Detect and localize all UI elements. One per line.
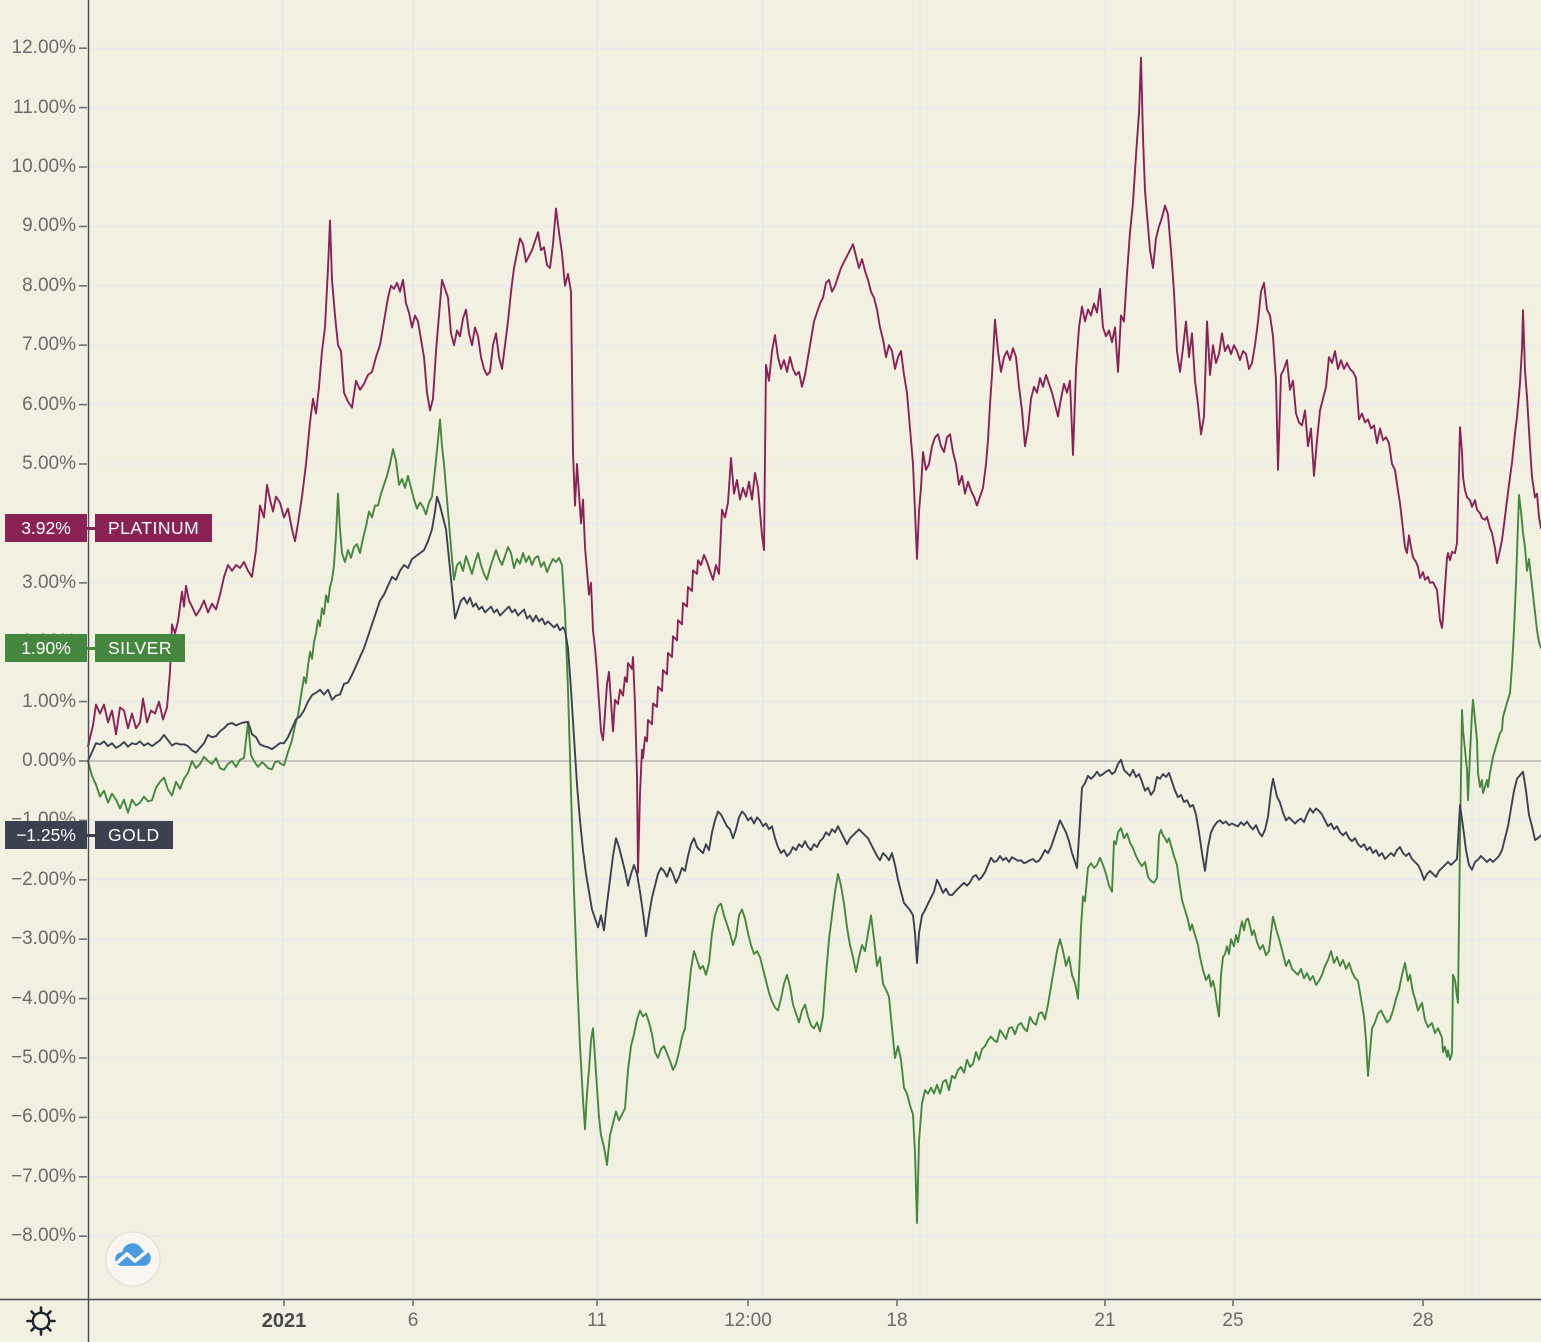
gold-line [87, 495, 1541, 964]
price-label: 7.00% [22, 334, 76, 356]
platinum-badge-tick [84, 527, 98, 531]
platinum-series-label: PLATINUM [95, 514, 213, 543]
price-label: 11.00% [12, 96, 76, 118]
price-label: 10.00% [11, 156, 76, 177]
price-label: −6.00% [11, 1106, 76, 1128]
silver-badge-tick [84, 647, 98, 651]
gold-series-label: GOLD [95, 821, 173, 850]
time-label: 11 [587, 1310, 607, 1331]
platinum-last-value: 3.92% [5, 514, 87, 543]
price-label: 6.00% [22, 393, 76, 415]
price-label: 8.00% [22, 274, 76, 296]
time-label: 28 [1412, 1310, 1434, 1331]
price-label: −7.00% [11, 1165, 76, 1187]
time-label: 12:00 [724, 1310, 772, 1331]
time-label: 18 [886, 1310, 908, 1331]
silver-last-value: 1.90% [5, 634, 87, 663]
platinum-line [87, 56, 1541, 874]
price-label: 5.00% [22, 453, 76, 474]
price-label: 3.00% [22, 571, 76, 593]
gold-badge-tick [84, 834, 98, 838]
cloud-chart-logo[interactable] [104, 1230, 162, 1288]
price-label: 1.00% [22, 690, 76, 712]
price-label: −4.00% [11, 987, 76, 1009]
logo-pulse-line [116, 1250, 148, 1264]
time-label: 6 [407, 1310, 419, 1331]
time-label: 21 [1094, 1310, 1116, 1331]
price-label: 12.00% [11, 37, 76, 59]
price-label: −2.00% [11, 868, 76, 890]
price-label: −5.00% [11, 1047, 76, 1068]
time-label: 25 [1222, 1310, 1244, 1331]
silver-line [87, 418, 1541, 1225]
time-label: 2021 [261, 1310, 307, 1332]
price-label: −8.00% [11, 1225, 76, 1247]
price-label: −3.00% [11, 928, 76, 950]
sun-theme-icon[interactable] [22, 1302, 60, 1340]
silver-series-label: SILVER [95, 634, 185, 663]
price-label: 9.00% [22, 215, 76, 237]
logo-cloud [115, 1243, 151, 1266]
price-label: 0.00% [22, 750, 76, 771]
gold-last-value: −1.25% [5, 821, 87, 850]
